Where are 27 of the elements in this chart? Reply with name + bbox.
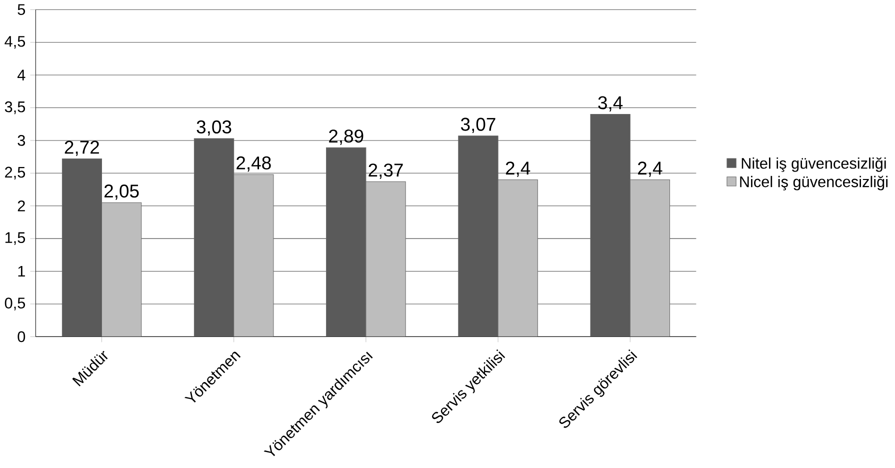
y-tick-label: 0 xyxy=(18,331,26,342)
bar xyxy=(234,174,274,337)
y-tick-label: 2 xyxy=(18,200,25,212)
y-tick-label: 1 xyxy=(18,266,25,277)
data-label: 3,03 xyxy=(196,120,232,136)
data-label: 2,48 xyxy=(236,156,271,172)
y-tick-label: 3 xyxy=(18,135,26,146)
data-label: 2,37 xyxy=(368,164,403,180)
y-tick-label: 4,5 xyxy=(4,36,26,49)
legend-label: Nitel iş güvencesizliği xyxy=(742,158,886,172)
legend-label: Nicel iş güvencesizliği xyxy=(740,176,888,191)
data-label: 2,4 xyxy=(506,162,530,178)
data-label: 2,05 xyxy=(104,184,139,200)
bar xyxy=(366,182,406,337)
y-tick-label: 5 xyxy=(18,4,26,16)
data-label: 2,72 xyxy=(64,140,99,156)
y-tick-label: 0,5 xyxy=(4,298,26,311)
bar xyxy=(630,180,670,337)
data-label: 2,4 xyxy=(638,162,662,178)
bar xyxy=(498,180,538,337)
y-tick-label: 2,5 xyxy=(5,167,26,180)
data-label: 3,07 xyxy=(460,118,496,134)
bar xyxy=(101,202,142,337)
data-label: 2,89 xyxy=(329,130,364,146)
y-tick-label: 3,5 xyxy=(4,102,26,114)
y-tick-label: 4 xyxy=(17,70,26,81)
y-tick-label: 1,5 xyxy=(5,232,26,246)
